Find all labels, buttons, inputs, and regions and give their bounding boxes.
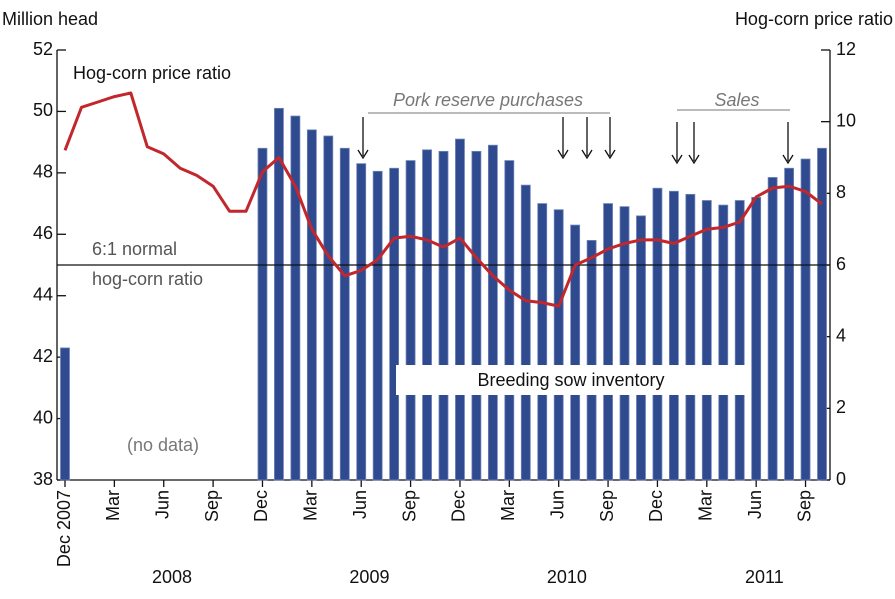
x-tick-label: Jun [547,490,567,519]
bar [471,150,482,481]
bar [817,147,827,481]
bar [784,167,794,481]
x-tick-label: Sep [202,490,222,522]
year-label: 2009 [349,567,389,587]
bar [685,193,696,481]
bar [619,206,630,481]
year-label: 2010 [547,567,587,587]
bar [323,135,334,481]
y-tick-label: 52 [33,39,53,59]
line [63,91,823,308]
x-tick-label: Dec [449,490,469,522]
y-tick-label: 40 [33,407,53,427]
bar [636,215,646,481]
x-tick-label: Jun [745,490,765,519]
bar [389,167,400,481]
bar [603,203,613,481]
series-label: Breeding sow inventory [477,370,664,390]
x-tick-label: Dec [646,490,666,522]
bar [487,144,498,481]
bar [306,129,317,481]
y-tick-label: 48 [33,162,53,182]
year-label: 2008 [152,567,192,587]
bar [586,240,597,481]
x-tick-label: Dec [251,490,271,522]
y-tick-label: 44 [33,284,53,304]
bar [652,187,663,481]
year-label: 2011 [745,567,784,587]
y2-tick-label: 10 [836,110,856,130]
y2-tick-label: 4 [836,325,846,345]
bar [718,204,729,481]
bar [422,149,432,481]
x-tick-label: Mar [696,490,716,521]
bar [274,107,284,481]
bar [668,190,679,481]
bar [734,200,745,481]
bar [372,170,383,481]
x-tick-label: Mar [301,490,321,521]
bar [290,115,301,481]
y2-tick-label: 2 [836,397,846,417]
y-axis-title: Million head [2,9,98,29]
y2-axis-title: Hog-corn price ratio [735,9,893,29]
bar [520,184,531,481]
x-tick-label: Jun [152,490,172,519]
x-tick-label: Jun [350,490,370,519]
y-tick-label: 38 [33,469,53,489]
x-tick-label: Sep [399,490,419,522]
x-tick-label: Sep [597,490,617,522]
bar [356,163,367,481]
annotation: (no data) [127,435,199,455]
x-tick-label: Sep [794,490,814,522]
bar [800,158,811,481]
bar [751,197,762,481]
bar [405,160,416,481]
y-tick-label: 50 [33,100,53,120]
y-tick-label: 46 [33,223,53,243]
series-label: Hog-corn price ratio [73,63,231,83]
x-tick-label: Mar [498,490,518,521]
annotation: Sales [714,90,759,110]
reference-label: 6:1 normal [92,239,177,259]
bar [570,224,581,481]
bar [553,209,564,481]
bar [60,347,70,481]
bar [701,200,712,481]
bar [767,177,778,481]
label-box [396,365,746,395]
y2-tick-label: 12 [836,39,856,59]
bar [339,147,350,481]
arrows [357,117,794,165]
bar [455,138,465,481]
y2-tick-label: 6 [836,254,846,274]
x-tick-label: Dec 2007 [54,490,74,567]
y-tick-label: 42 [33,346,53,366]
bar [257,147,268,481]
bar [438,150,449,481]
annotation: Pork reserve purchases [393,90,583,110]
y2-tick-label: 8 [836,182,846,202]
x-tick-label: Mar [103,490,123,521]
y2-tick-label: 0 [836,469,846,489]
bar [537,203,548,481]
bar [504,160,515,481]
reference-label: hog-corn ratio [92,269,203,289]
